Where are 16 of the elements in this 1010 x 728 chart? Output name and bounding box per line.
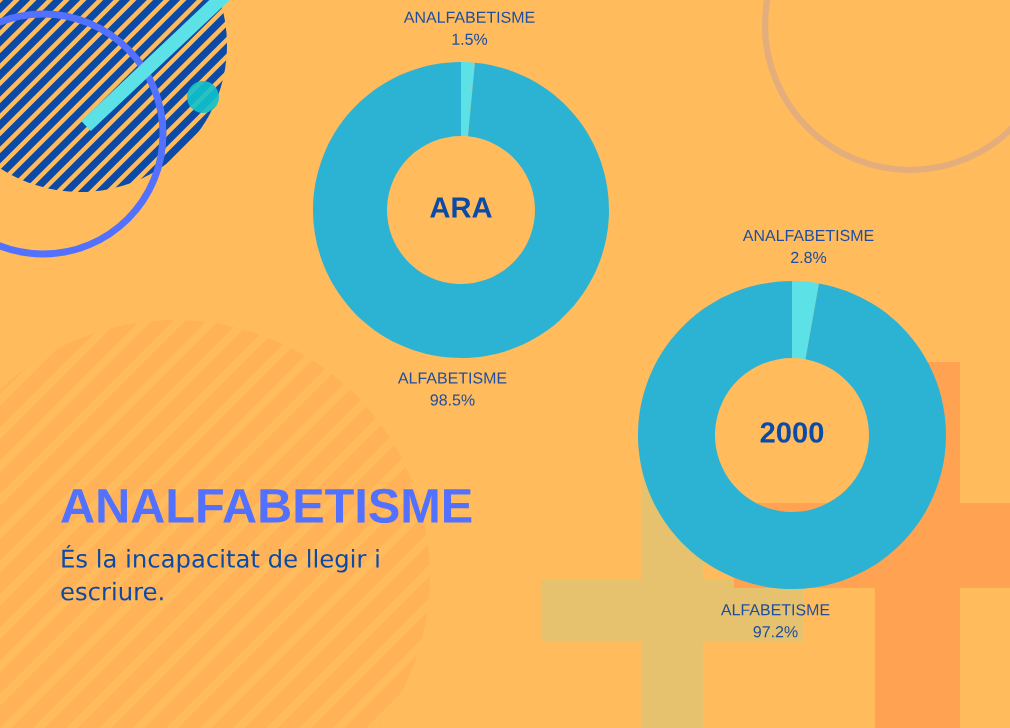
donut-slice [461, 62, 475, 137]
data-label: 2.8% [791, 251, 827, 264]
data-label: 97.2% [753, 626, 798, 638]
slice-label: ANALFABETISME [403, 11, 535, 23]
slice-label: ALFABETISME [720, 604, 830, 616]
text: ARA [430, 197, 492, 218]
text: 2000 [760, 422, 824, 443]
donut-slice [638, 281, 946, 589]
slice-label: ALFABETISME [397, 372, 507, 384]
data-label: 98.5% [430, 394, 475, 406]
text: És la incapacitat de llegir i escriure. [61, 545, 379, 601]
text: ANALFABETISME [61, 488, 472, 524]
slice-label: ANALFABETISME [742, 229, 874, 242]
donut-slice [792, 281, 819, 360]
data-label: 1.5% [452, 33, 488, 45]
donut-slice [313, 62, 609, 358]
